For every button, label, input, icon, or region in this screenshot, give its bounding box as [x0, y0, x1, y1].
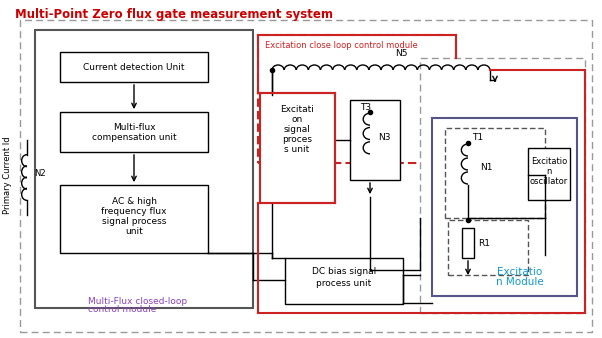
Text: Excitatio: Excitatio: [497, 267, 542, 277]
Text: Excitatio: Excitatio: [531, 156, 567, 166]
Bar: [285, 258, 403, 304]
Text: signal: signal: [284, 125, 311, 135]
Text: Multi-Point Zero flux gate measurement system: Multi-Point Zero flux gate measurement s…: [15, 8, 333, 21]
Text: on: on: [291, 116, 303, 124]
Text: n Module: n Module: [496, 277, 544, 287]
Bar: [432, 118, 577, 296]
Text: DC bias signal: DC bias signal: [312, 267, 376, 276]
Text: N2: N2: [34, 169, 46, 177]
Bar: [462, 228, 474, 258]
Text: Excitation close loop control module: Excitation close loop control module: [265, 41, 418, 49]
Bar: [445, 128, 545, 218]
Text: N5: N5: [395, 48, 408, 57]
Text: AC & high: AC & high: [111, 197, 157, 207]
Bar: [350, 100, 400, 180]
Text: T1: T1: [473, 134, 483, 143]
Bar: [448, 220, 528, 275]
Text: Excitati: Excitati: [280, 105, 314, 115]
Bar: [60, 112, 208, 152]
Text: control module: control module: [88, 306, 157, 314]
Text: process unit: process unit: [317, 279, 371, 288]
Text: compensation unit: compensation unit: [92, 134, 176, 143]
Bar: [60, 52, 208, 82]
Text: n: n: [546, 167, 551, 175]
Bar: [260, 93, 335, 203]
Text: unit: unit: [125, 227, 143, 237]
Bar: [420, 58, 585, 313]
Text: proces: proces: [282, 136, 312, 145]
Bar: [258, 35, 456, 163]
Text: frequency flux: frequency flux: [101, 208, 167, 217]
Text: N1: N1: [480, 164, 492, 172]
Text: Current detection Unit: Current detection Unit: [83, 63, 185, 72]
Text: R1: R1: [478, 239, 490, 247]
Text: Multi-flux: Multi-flux: [113, 123, 155, 132]
Bar: [60, 185, 208, 253]
Text: Multi-Flux closed-loop: Multi-Flux closed-loop: [88, 297, 187, 307]
Text: oscillator: oscillator: [530, 176, 568, 186]
Text: signal process: signal process: [102, 217, 166, 226]
Bar: [528, 148, 570, 200]
Text: Primary Current Id: Primary Current Id: [4, 136, 13, 214]
Text: T3: T3: [360, 103, 371, 113]
Bar: [35, 30, 253, 308]
Text: s unit: s unit: [284, 145, 309, 154]
Text: N3: N3: [378, 134, 391, 143]
